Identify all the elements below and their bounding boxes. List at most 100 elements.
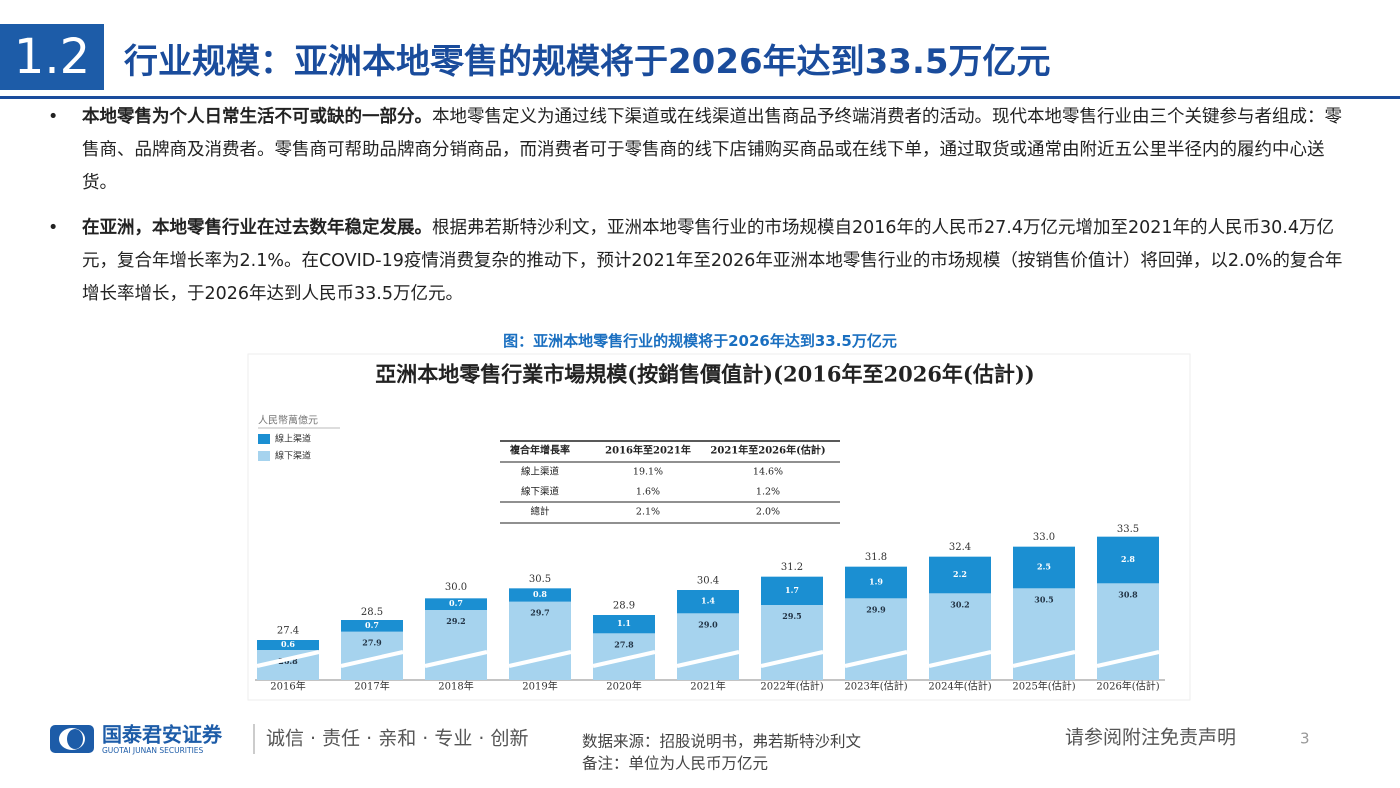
segment-label: 0.8: [533, 589, 547, 599]
segment-label: 2.8: [1121, 554, 1135, 564]
page-number: 3: [1300, 730, 1310, 748]
bullet-lead: 本地零售为个人日常生活不可或缺的一部分。: [82, 107, 432, 127]
total-label: 30.5: [529, 574, 551, 585]
bar-segment: [761, 605, 823, 680]
x-tick-label: 2017年: [354, 680, 389, 693]
axis-break: [508, 650, 572, 668]
legend-swatch: [258, 451, 270, 461]
segment-label: 30.2: [950, 599, 969, 609]
bullet: • 在亚洲，本地零售行业在过去数年稳定发展。根据弗若斯特沙利文，亚洲本地零售行业的…: [48, 218, 1343, 304]
table-cell: 線上渠道: [521, 466, 560, 478]
slogan: 诚信 · 责任 · 亲和 · 专业 · 创新: [266, 728, 528, 750]
segment-label: 27.8: [614, 639, 634, 649]
total-label: 31.8: [865, 552, 887, 563]
chart-title: 亞洲本地零售行業市場規模(按銷售價值計)(2016年至2026年(估計)): [375, 362, 1035, 387]
bar-segment: [509, 601, 571, 680]
segment-label: 27.9: [362, 638, 382, 648]
legend-swatch: [258, 434, 270, 444]
figure-caption: 图：亚洲本地零售行业的规模将于2026年达到33.5万亿元: [503, 332, 897, 350]
bar-segment: [1013, 546, 1075, 589]
total-label: 33.5: [1117, 524, 1139, 535]
axis-break: [676, 650, 740, 668]
source-note: 数据来源：招股说明书，弗若斯特沙利文: [582, 733, 861, 751]
segment-label: 1.7: [785, 585, 799, 595]
segment-label: 30.5: [1034, 594, 1053, 604]
x-tick-label: 2018年: [438, 680, 473, 693]
segment-label: 1.1: [617, 618, 631, 628]
y-axis-label: 人民幣萬億元: [258, 414, 318, 427]
segment-label: 30.8: [1118, 589, 1138, 599]
x-tick-label: 2021年: [690, 680, 725, 693]
segment-label: 2.5: [1037, 562, 1051, 572]
unit-note: 备注：单位为人民币万亿元: [582, 755, 768, 773]
segment-label: 29.5: [782, 611, 801, 621]
bar-segment: [761, 576, 823, 605]
legend-label: 線上渠道: [275, 433, 311, 445]
bar-segment: [677, 613, 739, 680]
bar-segment: [509, 588, 571, 602]
axis-break: [592, 650, 656, 668]
axis-break: [1012, 650, 1076, 668]
section-number: 1.2: [0, 24, 104, 90]
x-tick-label: 2016年: [270, 680, 305, 693]
axis-break: [760, 650, 824, 668]
bar-segment: [929, 556, 991, 594]
table-cell: 19.1%: [633, 467, 663, 478]
bar-segment: [845, 566, 907, 599]
table-cell: 2.0%: [756, 507, 780, 518]
x-tick-label: 2020年: [606, 680, 641, 693]
bar-segment: [1097, 536, 1159, 584]
table-cell: 線下渠道: [521, 486, 560, 498]
bar-segment: [341, 620, 403, 632]
bullet-lead: 在亚洲，本地零售行业在过去数年稳定发展。: [82, 218, 432, 238]
axis-break: [844, 650, 908, 668]
axis-break: [1096, 650, 1160, 668]
disclaimer: 请参阅附注免责声明: [1065, 727, 1236, 749]
logo-mark: [67, 729, 83, 749]
x-tick-label: 2022年(估計): [760, 680, 823, 693]
company-name: 国泰君安证券: [102, 723, 223, 747]
bar-segment: [677, 590, 739, 614]
company-name-en: GUOTAI JUNAN SECURITIES: [102, 746, 204, 755]
table-cell: 總計: [530, 506, 550, 518]
title-rule: [0, 96, 1400, 99]
segment-label: 29.7: [530, 608, 549, 618]
bar-segment: [425, 610, 487, 680]
table-cell: 2.1%: [636, 507, 660, 518]
total-label: 32.4: [949, 542, 971, 553]
table-header: 2016年至2021年: [605, 444, 691, 457]
segment-label: 1.9: [869, 577, 883, 587]
cagr-table: 複合年增長率 2016年至2021年 2021年至2026年(估計) 線上渠道 19.1…: [500, 440, 840, 524]
total-label: 30.4: [697, 576, 719, 587]
total-label: 28.5: [361, 607, 383, 618]
table-cell: 1.6%: [636, 487, 660, 498]
table-cell: 14.6%: [753, 467, 783, 478]
segment-label: 29.9: [866, 604, 886, 614]
axis-break: [256, 650, 320, 668]
segment-label: 0.6: [281, 639, 295, 649]
table-header: 複合年增長率: [509, 444, 570, 457]
total-label: 27.4: [277, 626, 299, 637]
segment-label: 2.2: [953, 569, 967, 579]
x-tick-label: 2019年: [522, 680, 557, 693]
total-label: 30.0: [445, 582, 467, 593]
logo: [50, 725, 94, 753]
table-header: 2021年至2026年(估計): [710, 444, 825, 457]
x-tick-label: 2026年(估計): [1096, 680, 1159, 693]
axis-break: [424, 650, 488, 668]
x-tick-label: 2024年(估計): [928, 680, 991, 693]
segment-label: 1.4: [701, 596, 715, 606]
total-label: 28.9: [613, 601, 635, 612]
total-label: 33.0: [1033, 532, 1055, 543]
table-cell: 1.2%: [756, 487, 780, 498]
x-tick-label: 2023年(估計): [844, 680, 907, 693]
bullet: • 本地零售为个人日常生活不可或缺的一部分。本地零售定义为通过线下渠道或在线渠道出…: [48, 107, 1342, 193]
bar-segment: [593, 615, 655, 634]
bullet-text: 本地零售定义为通过线下渠道或在线渠道出售商品予终端消费者的活动。现代本地零售行业…: [82, 107, 1342, 193]
bar-segment: [845, 598, 907, 680]
axis-break: [340, 650, 404, 668]
segment-label: 29.2: [446, 616, 465, 626]
segment-label: 0.7: [449, 598, 463, 608]
